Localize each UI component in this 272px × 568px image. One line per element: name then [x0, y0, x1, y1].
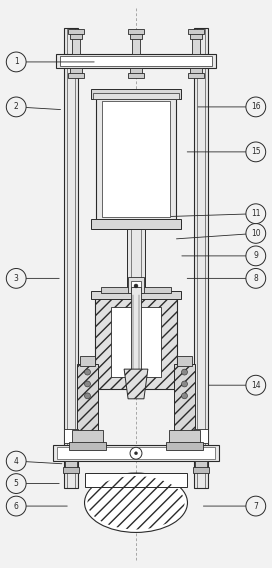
Text: 5: 5 [14, 479, 19, 488]
Circle shape [246, 496, 266, 516]
Text: 7: 7 [253, 502, 258, 511]
Bar [85, 473, 187, 487]
Bar [188, 73, 204, 78]
Bar [56, 55, 216, 68]
Bar [194, 28, 208, 488]
Circle shape [246, 97, 266, 117]
Bar [128, 28, 144, 34]
Circle shape [6, 451, 26, 471]
Bar [101, 287, 171, 293]
Circle shape [85, 369, 91, 375]
Ellipse shape [85, 473, 187, 532]
Bar [127, 228, 145, 300]
Circle shape [181, 393, 187, 399]
Bar [63, 467, 79, 473]
Circle shape [246, 223, 266, 243]
Bar [132, 36, 140, 55]
Bar [195, 461, 207, 468]
Circle shape [246, 269, 266, 289]
Bar [68, 73, 84, 78]
Bar [70, 68, 82, 74]
Circle shape [135, 452, 137, 455]
Bar [130, 68, 142, 74]
Circle shape [6, 474, 26, 494]
Bar [68, 28, 84, 34]
Bar [70, 32, 82, 39]
Bar [190, 68, 202, 74]
Circle shape [246, 142, 266, 162]
Circle shape [246, 375, 266, 395]
Bar [130, 32, 142, 39]
Bar [194, 429, 208, 444]
Circle shape [130, 448, 142, 459]
Circle shape [6, 269, 26, 289]
Bar [111, 307, 161, 377]
Text: 4: 4 [14, 457, 19, 466]
Bar [96, 97, 176, 220]
Bar [80, 356, 95, 366]
Bar [192, 36, 200, 55]
Bar [128, 277, 144, 293]
Text: 9: 9 [253, 252, 258, 260]
Text: 10: 10 [251, 229, 261, 238]
Bar [91, 291, 181, 299]
Bar [188, 28, 204, 34]
Bar [60, 56, 212, 66]
Bar [72, 431, 103, 444]
Bar [193, 467, 209, 473]
Bar [177, 356, 192, 366]
Circle shape [181, 381, 187, 387]
Circle shape [6, 496, 26, 516]
Bar [72, 36, 80, 55]
Bar [95, 295, 177, 389]
Bar [131, 281, 141, 291]
Circle shape [134, 284, 138, 288]
Circle shape [246, 246, 266, 266]
Bar [77, 364, 98, 438]
Bar [65, 461, 77, 468]
Bar [128, 73, 144, 78]
Bar [190, 32, 202, 39]
Bar [57, 448, 215, 459]
Bar [174, 364, 195, 438]
Text: 15: 15 [251, 147, 261, 156]
Circle shape [85, 393, 91, 399]
Bar [91, 219, 181, 228]
Bar [69, 442, 106, 450]
Text: 1: 1 [14, 57, 18, 66]
Polygon shape [124, 369, 148, 399]
Text: 14: 14 [251, 381, 261, 390]
Circle shape [6, 97, 26, 117]
Text: 2: 2 [14, 102, 18, 111]
Text: 16: 16 [251, 102, 261, 111]
Bar [64, 28, 78, 488]
Text: 8: 8 [254, 274, 258, 283]
Bar [102, 101, 170, 217]
Circle shape [85, 381, 91, 387]
Bar [64, 429, 78, 444]
Bar [169, 431, 200, 444]
Circle shape [181, 369, 187, 375]
Bar [131, 287, 141, 389]
Bar [166, 442, 203, 450]
Bar [94, 93, 178, 99]
Text: 3: 3 [14, 274, 19, 283]
Bar [91, 89, 181, 99]
Circle shape [6, 52, 26, 72]
Text: 11: 11 [251, 209, 261, 218]
Bar [53, 445, 219, 461]
Text: 6: 6 [14, 502, 19, 511]
Circle shape [246, 204, 266, 224]
